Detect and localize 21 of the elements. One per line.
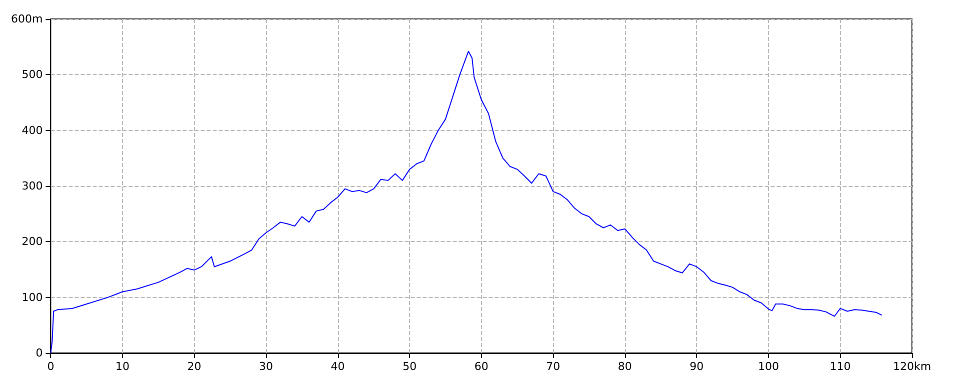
line-series bbox=[50, 50, 882, 354]
x-tick-label: 40 bbox=[330, 360, 345, 373]
y-tick-label: 500 bbox=[22, 68, 43, 82]
x-tick-label: 120km bbox=[892, 360, 932, 373]
x-tick-label: 90 bbox=[690, 360, 704, 373]
x-tick-label: 110 bbox=[830, 360, 851, 373]
y-tick-label: 600m bbox=[10, 12, 43, 26]
y-tick-label: 200 bbox=[22, 235, 43, 248]
x-tick-label: 70 bbox=[546, 360, 560, 373]
x-tick-label: 60 bbox=[474, 360, 488, 373]
x-tick-label: 80 bbox=[618, 360, 632, 373]
x-tick-label: 10 bbox=[115, 360, 130, 373]
x-tick-label: 20 bbox=[187, 360, 202, 373]
y-tick-label: 300 bbox=[22, 180, 43, 192]
y-tick-label: 0 bbox=[36, 346, 43, 360]
y-tick-label: 400 bbox=[22, 124, 43, 137]
x-tick-label: 100 bbox=[758, 360, 779, 373]
x-tick-label: 50 bbox=[402, 360, 417, 373]
x-tick-label: 30 bbox=[259, 360, 274, 373]
y-tick-label: 100 bbox=[22, 290, 43, 304]
x-tick-label: 0 bbox=[47, 360, 54, 373]
